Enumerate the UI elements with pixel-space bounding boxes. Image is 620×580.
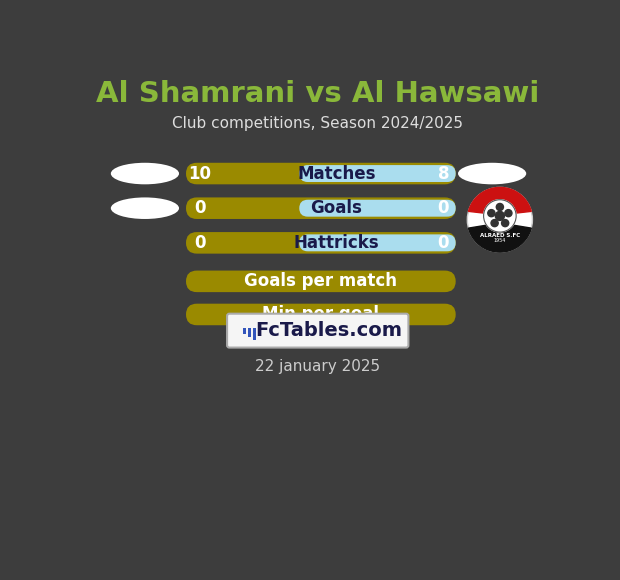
Text: FcTables.com: FcTables.com [255,321,402,340]
Circle shape [483,199,517,233]
Ellipse shape [111,163,179,184]
Bar [248,328,251,337]
Text: 0: 0 [438,234,449,252]
Text: Club competitions, Season 2024/2025: Club competitions, Season 2024/2025 [172,116,463,131]
Text: Min per goal: Min per goal [262,306,379,324]
FancyBboxPatch shape [299,234,456,251]
Text: Goals: Goals [311,199,362,217]
Polygon shape [469,187,531,215]
Text: Hattricks: Hattricks [293,234,379,252]
FancyBboxPatch shape [299,165,456,182]
Text: Al Shamrani vs Al Hawsawi: Al Shamrani vs Al Hawsawi [96,80,539,108]
Text: 22 january 2025: 22 january 2025 [255,358,380,374]
Circle shape [496,204,503,211]
FancyBboxPatch shape [186,232,456,253]
Circle shape [491,220,498,227]
Text: 0: 0 [194,199,206,217]
Text: 10: 10 [188,165,211,183]
Circle shape [495,211,505,220]
Circle shape [488,209,495,217]
Polygon shape [469,223,531,252]
Bar [253,328,255,340]
Text: Matches: Matches [297,165,376,183]
Ellipse shape [458,163,526,184]
FancyBboxPatch shape [186,163,456,184]
Circle shape [502,220,509,227]
FancyBboxPatch shape [186,304,456,325]
Circle shape [467,187,533,252]
Circle shape [505,209,512,217]
FancyBboxPatch shape [227,314,409,347]
Ellipse shape [111,197,179,219]
FancyBboxPatch shape [186,271,456,292]
Text: 0: 0 [438,199,449,217]
FancyBboxPatch shape [186,197,456,219]
Text: Goals per match: Goals per match [244,273,397,291]
Text: 1954: 1954 [494,238,506,243]
FancyBboxPatch shape [299,200,456,217]
Text: 8: 8 [438,165,449,183]
Text: 0: 0 [194,234,206,252]
Bar [243,328,246,334]
Text: ALRAED S.FC: ALRAED S.FC [480,233,520,238]
